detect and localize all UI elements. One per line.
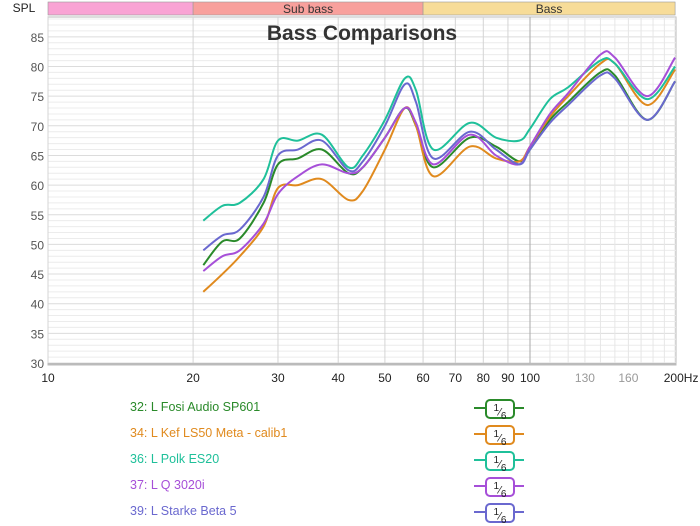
x-tick-label: 80 [477,371,491,385]
x-tick-label: 200Hz [664,371,699,385]
y-tick-label: 35 [31,327,45,341]
smoothing-button[interactable]: 1⁄6 [474,451,524,474]
smoothing-label: 1⁄6 [485,451,515,474]
legend-item[interactable]: 37: L Q 3020i 1⁄6 [130,476,530,502]
series-line-1 [202,57,676,293]
series-line-2 [202,57,676,222]
y-tick-label: 65 [31,149,45,163]
chart-svg: Sub bass Bass 30 35 40 45 50 55 60 65 70 75 80 85 10 2… [13,1,699,385]
y-tick-label: 30 [31,357,45,371]
legend-label[interactable]: 32: L Fosi Audio SP601 [130,400,261,414]
x-tick-label: 30 [271,371,285,385]
x-tick-label: 60 [416,371,430,385]
y-tick-label: 80 [31,61,45,75]
x-tick-label: 130 [575,371,595,385]
y-axis-label: SPL [13,1,36,15]
y-tick-label: 60 [31,179,45,193]
legend-item[interactable]: 36: L Polk ES20 1⁄6 [130,450,530,476]
chart-title: Bass Comparisons [267,22,457,45]
y-tick-label: 75 [31,90,45,104]
series-line-3 [202,50,676,272]
x-tick-label: 70 [449,371,463,385]
x-tick-label: 50 [378,371,392,385]
y-tick-label: 55 [31,209,45,223]
legend-item[interactable]: 34: L Kef LS50 Meta - calib1 1⁄6 [130,424,530,450]
smoothing-label: 1⁄6 [485,425,515,448]
smoothing-button[interactable]: 1⁄6 [474,425,524,448]
legend-item[interactable]: 39: L Starke Beta 5 1⁄6 [130,502,530,526]
band-2 [422,1,676,16]
legend: 32: L Fosi Audio SP601 1⁄6 34: L Kef LS50… [130,398,530,526]
legend-label[interactable]: 34: L Kef LS50 Meta - calib1 [130,426,288,440]
band-0 [47,1,194,16]
x-tick-label: 160 [618,371,638,385]
smoothing-label: 1⁄6 [485,503,515,526]
y-tick-label: 70 [31,120,45,134]
series-line-4 [202,71,676,252]
band-label: Bass [536,2,563,16]
legend-label[interactable]: 37: L Q 3020i [130,478,205,492]
y-tick-label: 40 [31,298,45,312]
x-tick-label: 40 [332,371,346,385]
x-tick-label: 10 [41,371,55,385]
y-tick-label: 85 [31,31,45,45]
y-tick-label: 45 [31,268,45,282]
legend-item[interactable]: 32: L Fosi Audio SP601 1⁄6 [130,398,530,424]
smoothing-button[interactable]: 1⁄6 [474,399,524,422]
y-tick-label: 50 [31,238,45,252]
x-tick-label: 100 [520,371,540,385]
x-tick-label: 20 [186,371,200,385]
smoothing-label: 1⁄6 [485,399,515,422]
legend-label[interactable]: 36: L Polk ES20 [130,452,220,466]
band-label: Sub bass [283,2,333,16]
x-tick-label: 90 [501,371,515,385]
smoothing-button[interactable]: 1⁄6 [474,503,524,526]
smoothing-label: 1⁄6 [485,477,515,500]
legend-label[interactable]: 39: L Starke Beta 5 [130,504,237,518]
smoothing-button[interactable]: 1⁄6 [474,477,524,500]
